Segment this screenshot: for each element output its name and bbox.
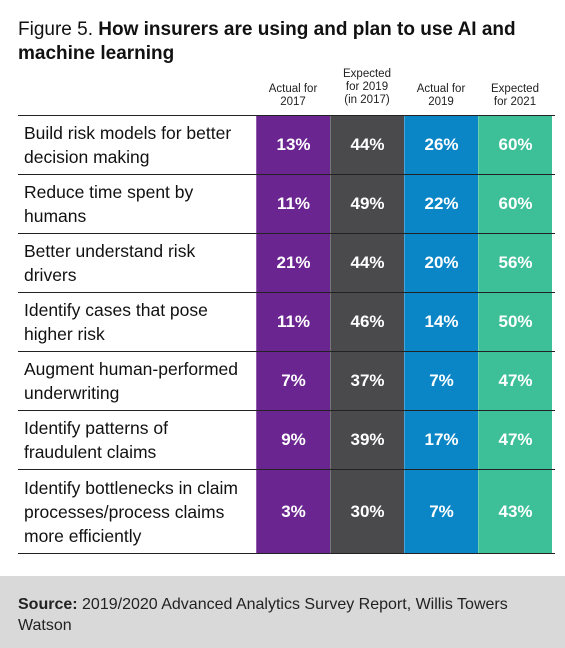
value-cell: 11%	[256, 175, 330, 233]
value-cell: 7%	[404, 352, 478, 410]
chart-title: Figure 5. How insurers are using and pla…	[18, 18, 548, 66]
source-label: Source:	[18, 596, 78, 613]
value-cell: 47%	[478, 411, 552, 469]
column-header-1: Actual for 2017	[268, 83, 318, 108]
row-label: Reduce time spent by humans	[24, 182, 194, 226]
table-row: Identify cases that pose higher risk 11% 4…	[18, 292, 555, 351]
row-label: Identify bottlenecks in claim processes/…	[24, 477, 238, 546]
value-cell: 22%	[404, 175, 478, 233]
row-label: Build risk models for better decision ma…	[24, 123, 232, 167]
table-row: Identify patterns of fraudulent claims 9%…	[18, 410, 555, 469]
source-footer: Source: 2019/2020 Advanced Analytics Sur…	[0, 576, 565, 648]
table-row: Better understand risk drivers 21% 44% 20% 5…	[18, 233, 555, 292]
source-text: Source: 2019/2020 Advanced Analytics Sur…	[18, 594, 565, 636]
value-cell: 39%	[330, 411, 404, 469]
data-table: Build risk models for better decision ma…	[18, 115, 555, 554]
column-header-3: Actual for 2019	[416, 83, 466, 108]
value-cell: 44%	[330, 234, 404, 292]
value-cell: 14%	[404, 293, 478, 351]
value-cell: 20%	[404, 234, 478, 292]
table-row: Build risk models for better decision ma…	[18, 115, 555, 174]
value-cell: 60%	[478, 116, 552, 174]
value-cell: 43%	[478, 470, 552, 553]
figure-label: Figure 5.	[18, 19, 93, 40]
value-cell: 37%	[330, 352, 404, 410]
source-citation: 2019/2020 Advanced Analytics Survey Repo…	[18, 596, 508, 634]
row-label: Identify cases that pose higher risk	[24, 300, 208, 344]
value-cell: 9%	[256, 411, 330, 469]
value-cell: 46%	[330, 293, 404, 351]
table-row: Identify bottlenecks in claim processes/…	[18, 469, 555, 554]
value-cell: 3%	[256, 470, 330, 553]
value-cell: 47%	[478, 352, 552, 410]
table-row: Augment human-performed underwriting 7% 37…	[18, 351, 555, 410]
value-cell: 49%	[330, 175, 404, 233]
row-label: Augment human-performed underwriting	[24, 359, 238, 403]
column-header-2: Expected for 2019 (in 2017)	[343, 68, 391, 106]
value-cell: 13%	[256, 116, 330, 174]
value-cell: 21%	[256, 234, 330, 292]
value-cell: 44%	[330, 116, 404, 174]
value-cell: 7%	[256, 352, 330, 410]
column-header-4: Expected for 2021	[491, 83, 539, 108]
value-cell: 7%	[404, 470, 478, 553]
row-label: Better understand risk drivers	[24, 241, 196, 285]
value-cell: 11%	[256, 293, 330, 351]
value-cell: 60%	[478, 175, 552, 233]
figure-title: How insurers are using and plan to use A…	[18, 19, 516, 64]
value-cell: 26%	[404, 116, 478, 174]
value-cell: 50%	[478, 293, 552, 351]
value-cell: 56%	[478, 234, 552, 292]
row-label: Identify patterns of fraudulent claims	[24, 418, 168, 462]
value-cell: 30%	[330, 470, 404, 553]
table-row: Reduce time spent by humans 11% 49% 22% 60%	[18, 174, 555, 233]
value-cell: 17%	[404, 411, 478, 469]
